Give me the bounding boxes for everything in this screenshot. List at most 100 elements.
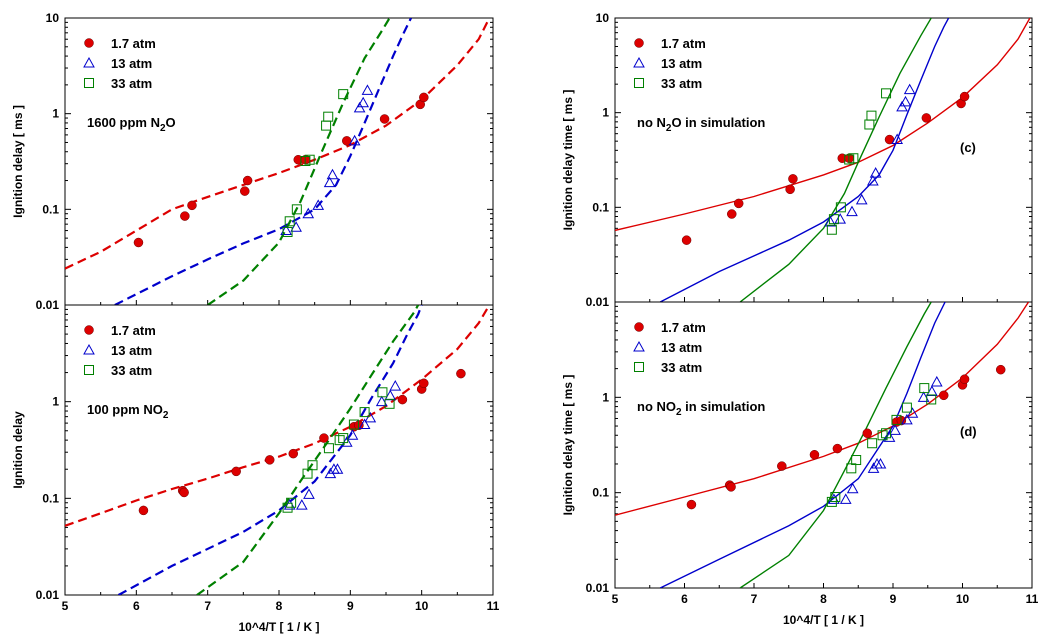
data-point-s2 bbox=[323, 443, 334, 454]
annotation-main: no N bbox=[637, 115, 666, 130]
data-point-s0 bbox=[809, 449, 820, 460]
data-point-s1 bbox=[891, 133, 904, 145]
data-point-s2 bbox=[867, 438, 878, 449]
data-point-s1 bbox=[866, 174, 879, 186]
data-point-s1 bbox=[889, 424, 901, 435]
series-line-1 bbox=[659, 18, 950, 302]
y-axis-label: Ignition delay bbox=[11, 411, 25, 489]
y-tick-label: 1 bbox=[52, 395, 59, 409]
data-point-s1 bbox=[353, 101, 366, 113]
annotation-sub: 2 bbox=[676, 407, 682, 418]
x-tick-label: 8 bbox=[820, 592, 827, 606]
data-point-s2 bbox=[307, 460, 318, 471]
data-point-s0 bbox=[959, 374, 970, 384]
series-line-2 bbox=[196, 305, 420, 595]
data-point-s2 bbox=[286, 497, 297, 508]
data-point-s0 bbox=[288, 448, 299, 459]
annotation-sub: 2 bbox=[160, 123, 166, 134]
panel-b: 5 6 7 8 9 10 11 0.01 0.1 1 Ignition delay 10^4/T [ … bbox=[11, 304, 500, 634]
series-line-0 bbox=[65, 18, 491, 270]
series-line-2 bbox=[207, 18, 391, 305]
y-tick-label: 0.1 bbox=[592, 200, 609, 214]
series-line-1 bbox=[659, 302, 946, 588]
x-tick-label: 11 bbox=[1026, 592, 1039, 606]
annotation: 1600 ppm N2O bbox=[87, 115, 176, 134]
data-point-s2 bbox=[881, 428, 892, 439]
data-point-s1 bbox=[834, 213, 847, 224]
data-point-s1 bbox=[846, 205, 858, 217]
data-point-s2 bbox=[866, 110, 877, 121]
data-point-s0 bbox=[788, 174, 798, 184]
data-point-s1 bbox=[331, 463, 344, 474]
y-tick-label: 0.1 bbox=[42, 491, 59, 505]
legend-label: 33 atm bbox=[111, 76, 152, 91]
data-point-s1 bbox=[364, 411, 377, 423]
x-axis-label: 10^4/T [ 1 / K ] bbox=[783, 613, 864, 627]
panel-c: 0.01 0.1 1 10 Ignition delay time [ ms ] 1.7 … bbox=[561, 11, 1033, 309]
data-point-s2 bbox=[919, 383, 930, 394]
panel-label: (c) bbox=[960, 140, 976, 155]
y-tick-label: 0.01 bbox=[586, 581, 610, 595]
data-point-s1 bbox=[357, 96, 370, 108]
data-point-s2 bbox=[304, 154, 315, 165]
series-line-0 bbox=[65, 305, 491, 527]
data-point-s1 bbox=[917, 391, 930, 402]
data-point-s1 bbox=[839, 493, 852, 504]
data-point-s2 bbox=[826, 224, 837, 235]
data-point-s2 bbox=[338, 433, 349, 444]
data-point-s2 bbox=[359, 407, 370, 418]
annotation-main: 1600 ppm N bbox=[87, 115, 160, 130]
annotation-tail: in simulation bbox=[682, 399, 766, 414]
data-point-s1 bbox=[896, 100, 908, 112]
legend-label: 13 atm bbox=[661, 56, 702, 71]
data-point-s1 bbox=[869, 167, 882, 178]
data-point-s1 bbox=[375, 395, 388, 407]
legend-marker bbox=[84, 325, 94, 335]
legend-label: 1.7 atm bbox=[661, 320, 706, 335]
legend-label: 1.7 atm bbox=[661, 36, 706, 51]
data-point-s0 bbox=[733, 198, 744, 209]
data-point-s0 bbox=[240, 186, 250, 196]
panel-a: 0.01 0.1 1 10 Ignition delay [ ms ] 1.7 atm 13… bbox=[11, 11, 494, 312]
y-tick-label: 10 bbox=[596, 11, 610, 25]
legend-marker bbox=[84, 78, 94, 88]
data-point-s0 bbox=[242, 175, 253, 186]
legend-label: 1.7 atm bbox=[111, 36, 156, 51]
data-point-s1 bbox=[280, 224, 292, 236]
y-tick-label: 1 bbox=[602, 106, 609, 120]
legend-label: 33 atm bbox=[111, 363, 152, 378]
legend-marker bbox=[84, 365, 94, 375]
data-point-s1 bbox=[361, 84, 374, 95]
annotation-tail: O in simulation bbox=[671, 115, 765, 130]
data-point-s1 bbox=[930, 375, 943, 387]
x-tick-label: 9 bbox=[890, 592, 897, 606]
data-point-s2 bbox=[881, 88, 892, 99]
legend: 1.7 atm 13 atm 33 atm bbox=[83, 323, 156, 378]
legend-marker bbox=[83, 343, 95, 355]
x-tick-label: 7 bbox=[204, 599, 211, 613]
data-point-s2 bbox=[321, 120, 332, 131]
data-point-s2 bbox=[926, 394, 937, 405]
data-point-s2 bbox=[901, 402, 912, 413]
data-point-s2 bbox=[334, 435, 345, 446]
data-point-s0 bbox=[681, 235, 692, 245]
y-tick-label: 0.1 bbox=[42, 202, 59, 216]
x-tick-label: 10 bbox=[956, 592, 970, 606]
data-point-s0 bbox=[726, 482, 736, 492]
annotation-sub: 2 bbox=[163, 410, 169, 421]
x-tick-label: 6 bbox=[681, 592, 688, 606]
data-point-s2 bbox=[830, 492, 841, 503]
data-point-s1 bbox=[312, 199, 325, 210]
data-point-s1 bbox=[874, 457, 887, 469]
x-tick-label: 9 bbox=[347, 599, 354, 613]
data-point-s0 bbox=[379, 114, 390, 124]
x-tick-label: 7 bbox=[751, 592, 758, 606]
x-tick-label: 11 bbox=[487, 599, 500, 613]
data-point-s0 bbox=[231, 466, 241, 477]
legend-marker bbox=[634, 362, 644, 372]
x-tick-label: 8 bbox=[276, 599, 283, 613]
series-line-1 bbox=[117, 305, 423, 595]
y-tick-label: 0.1 bbox=[592, 486, 609, 500]
data-point-s0 bbox=[319, 433, 329, 443]
data-point-s1 bbox=[295, 499, 308, 510]
